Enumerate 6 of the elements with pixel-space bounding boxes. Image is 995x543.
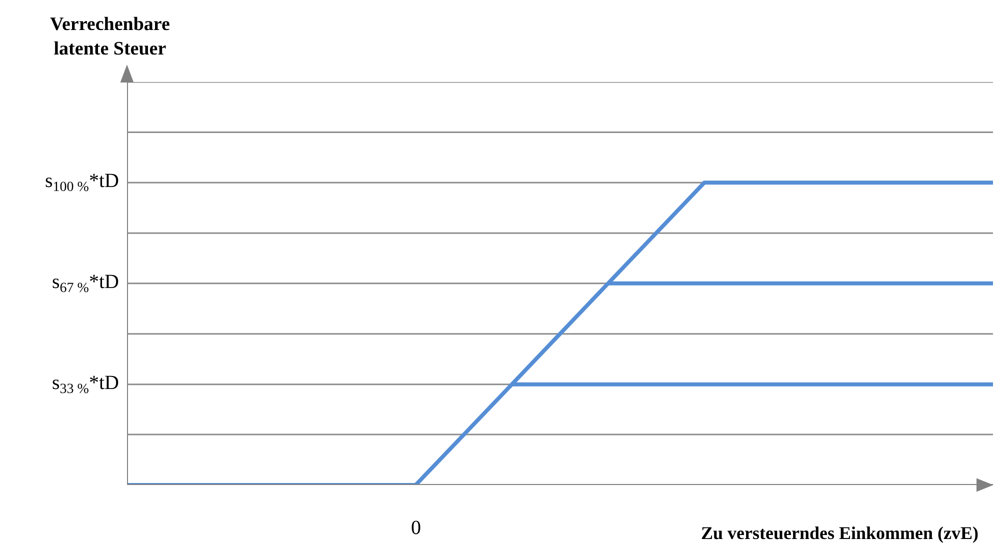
ref-line-label: s$_{100 %}$*tD (45, 170, 119, 196)
annotation: 0 (411, 517, 421, 539)
ref-line-label: s$_{33 %}$*tD (52, 372, 119, 398)
text: Verrechenbare latente Steuer (50, 14, 170, 60)
ref-line-label: s$_{67 %}$*tD (52, 271, 119, 296)
x-axis-title: Zu versteuerndes Einkommen (zvE) (701, 523, 978, 543)
